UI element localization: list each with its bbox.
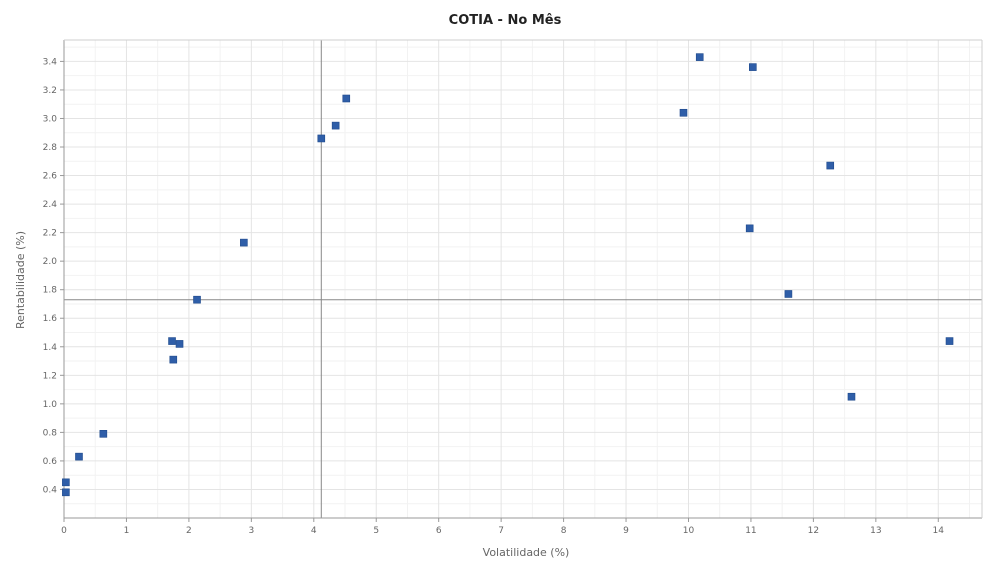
y-axis-label: Rentabilidade (%) (14, 231, 27, 329)
y-tick-label: 1.0 (43, 400, 58, 410)
x-tick-label: 12 (808, 526, 819, 536)
data-point (175, 340, 184, 348)
y-tick-label: 3.4 (43, 57, 58, 67)
data-point (62, 488, 70, 497)
data-point (784, 290, 793, 298)
grid (63, 40, 982, 518)
x-tick-label: 10 (683, 526, 695, 536)
axes (60, 39, 983, 522)
y-tick-label: 2.8 (43, 143, 58, 153)
data-point (62, 478, 70, 487)
x-tick-label: 5 (373, 526, 379, 536)
y-tick-label: 2.6 (43, 172, 58, 182)
x-tick-label: 13 (870, 526, 881, 536)
x-tick-label: 9 (623, 526, 629, 536)
data-point (331, 121, 340, 130)
tick-labels: 0 1 2 3 4 5 6 7 8 9 10 11 12 13 140.40.60.81.01.21.41.… (43, 57, 945, 536)
y-tick-label: 1.8 (43, 286, 58, 296)
reference-lines (64, 40, 982, 518)
data-point (342, 94, 351, 103)
x-tick-label: 7 (498, 526, 504, 536)
x-tick-label: 0 (61, 526, 67, 536)
x-tick-label: 2 (186, 526, 192, 536)
data-point (826, 161, 835, 170)
x-tick-label: 1 (124, 526, 130, 536)
y-tick-label: 2.0 (43, 257, 58, 267)
y-tick-label: 0.8 (43, 428, 58, 438)
x-tick-label: 4 (311, 526, 317, 536)
x-tick-label: 3 (248, 526, 254, 536)
y-tick-label: 2.4 (43, 200, 58, 210)
data-point (317, 134, 326, 143)
x-tick-label: 11 (745, 526, 756, 536)
x-tick-label: 8 (561, 526, 567, 536)
y-tick-label: 3.2 (43, 86, 57, 96)
data-point (695, 53, 704, 61)
data-point (679, 108, 688, 117)
y-tick-label: 1.6 (43, 314, 58, 324)
x-tick-label: 6 (436, 526, 442, 536)
plot-background (64, 40, 982, 518)
y-tick-label: 1.2 (43, 371, 57, 381)
data-points (62, 53, 954, 497)
chart-title: COTIA - No Mês (449, 13, 562, 28)
x-tick-label: 14 (933, 526, 945, 536)
data-point (847, 392, 856, 401)
data-point (945, 337, 954, 345)
data-point (169, 355, 178, 364)
data-point (240, 238, 248, 247)
data-point (99, 430, 108, 438)
data-point (745, 224, 754, 233)
y-tick-label: 0.4 (43, 485, 58, 495)
data-point (75, 452, 83, 461)
y-tick-label: 3.0 (43, 114, 58, 124)
y-tick-label: 2.2 (43, 229, 57, 239)
data-point (193, 295, 201, 304)
data-point (168, 337, 176, 345)
y-tick-label: 0.6 (43, 457, 58, 467)
data-point (749, 63, 757, 71)
y-tick-label: 1.4 (43, 343, 58, 353)
x-axis-label: Volatilidade (%) (483, 546, 570, 559)
